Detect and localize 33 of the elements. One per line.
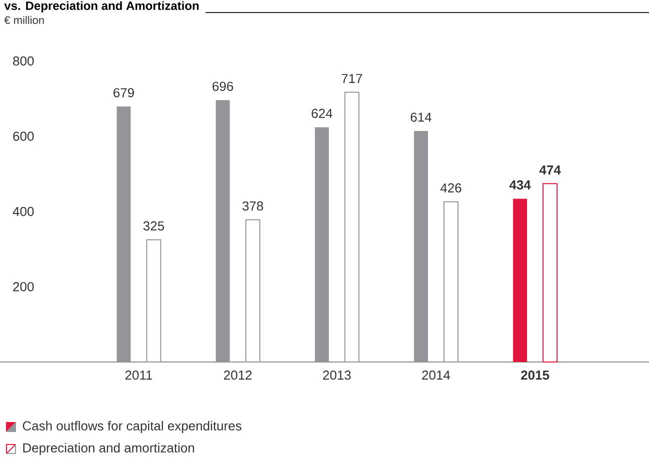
data-label: 679 [114,88,134,98]
x-tick-label: 2012 [224,370,252,380]
legend-label: Cash outflows for capital expenditures [22,420,242,434]
bar [513,198,528,362]
bar [146,239,162,362]
bar [344,92,360,362]
bar [116,106,131,362]
x-tick-label: 2014 [422,370,450,380]
data-label: 717 [342,74,362,84]
data-label: 696 [212,82,234,91]
chart-title: vs. Depreciation and Amortization [4,1,199,12]
bar [245,219,260,362]
data-label: 325 [143,221,164,231]
legend-label: Depreciation and amortization [23,442,194,456]
y-tick-label: 600 [13,132,34,141]
y-tick-label: 800 [13,56,34,66]
x-tick-label: 2015 [521,370,550,380]
data-label: 474 [539,166,561,174]
x-tick-label: 2011 [125,370,152,380]
data-label: 378 [242,201,264,211]
bar [314,127,329,362]
y-tick-label: 200 [13,282,34,292]
data-label: 426 [440,183,462,193]
bar [443,201,458,362]
x-tick-label: 2013 [323,370,351,380]
bar [414,130,428,362]
bar [216,100,230,362]
data-label: 614 [410,112,432,122]
data-label: 624 [312,108,332,118]
data-label: 434 [509,180,531,190]
chart-subtitle: € million [4,16,44,24]
bar [542,183,558,362]
y-tick-label: 400 [12,206,34,216]
